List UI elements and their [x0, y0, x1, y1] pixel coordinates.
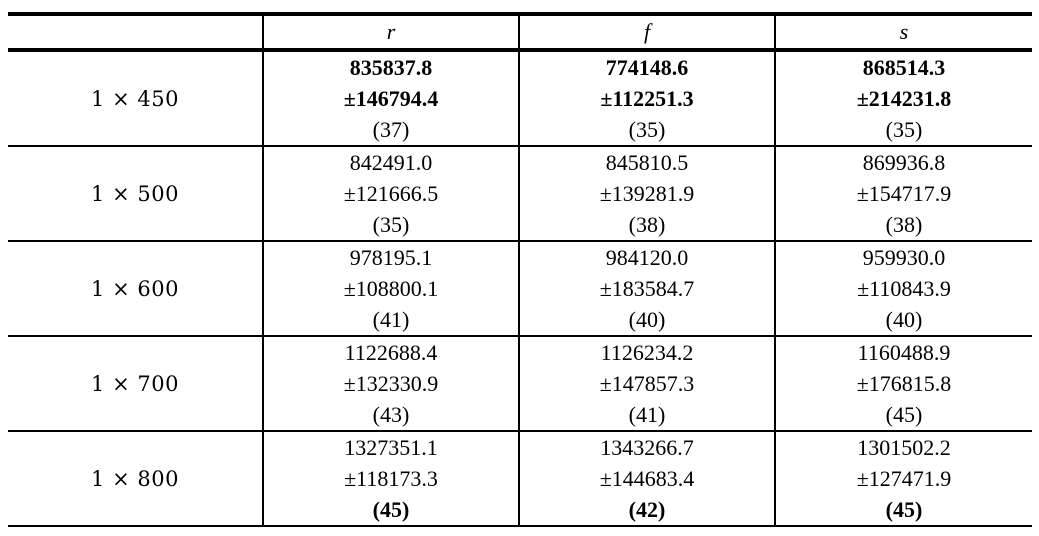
- std-value: ±121666.5: [343, 181, 439, 206]
- table-body: 1 × 450 835837.8 ±146794.4 (37) 774148.6 ±112…: [8, 50, 1032, 527]
- count-value: (40): [885, 307, 923, 332]
- std-value: ±127471.9: [856, 466, 952, 491]
- std-value: ±176815.8: [856, 371, 952, 396]
- count-value: (38): [628, 212, 666, 237]
- row-label: 1 × 500: [8, 146, 263, 242]
- data-cell-s: 959930.0 ±110843.9 (40): [774, 241, 1032, 337]
- std-value: ±118173.3: [344, 466, 438, 491]
- data-cell-s: 869936.8 ±154717.9 (38): [774, 146, 1032, 242]
- mean-value: 959930.0: [862, 245, 946, 270]
- count-value: (45): [885, 402, 923, 427]
- data-cell-f: 1126234.2 ±147857.3 (41): [518, 336, 775, 432]
- cell-content: 774148.6 ±112251.3 (35): [520, 52, 774, 145]
- row-label: 1 × 450: [8, 50, 263, 147]
- header-cell-r: r: [262, 12, 519, 52]
- data-cell-s: 868514.3 ±214231.8 (35): [774, 50, 1032, 147]
- cell-content: 1160488.9 ±176815.8 (45): [776, 337, 1032, 430]
- cell-content: 959930.0 ±110843.9 (40): [776, 242, 1032, 335]
- cell-content: 1343266.7 ±144683.4 (42): [520, 432, 774, 525]
- count-value: (41): [372, 307, 410, 332]
- data-cell-r: 835837.8 ±146794.4 (37): [262, 50, 519, 147]
- data-cell-r: 842491.0 ±121666.5 (35): [262, 146, 519, 242]
- mean-value: 1126234.2: [600, 340, 694, 365]
- header-cell-empty: [8, 12, 263, 52]
- mean-value: 1327351.1: [344, 435, 438, 460]
- std-value: ±110843.9: [857, 276, 951, 301]
- count-value: (35): [628, 117, 666, 142]
- mean-value: 845810.5: [605, 150, 689, 175]
- header-cell-f: f: [518, 12, 775, 52]
- data-cell-s: 1160488.9 ±176815.8 (45): [774, 336, 1032, 432]
- mean-value: 1122688.4: [344, 340, 438, 365]
- table-row: 1 × 700 1122688.4 ±132330.9 (43) 1126234.2 ±1…: [8, 336, 1032, 432]
- row-label: 1 × 600: [8, 241, 263, 337]
- mean-value: 774148.6: [605, 55, 689, 80]
- mean-value: 1343266.7: [600, 435, 694, 460]
- std-value: ±144683.4: [599, 466, 695, 491]
- mean-value: 869936.8: [862, 150, 946, 175]
- std-value: ±108800.1: [343, 276, 439, 301]
- count-value: (35): [885, 117, 923, 142]
- std-value: ±183584.7: [599, 276, 695, 301]
- table-row: 1 × 500 842491.0 ±121666.5 (35) 845810.5 ±139…: [8, 146, 1032, 242]
- count-value: (45): [885, 497, 923, 522]
- mean-value: 868514.3: [862, 55, 946, 80]
- mean-value: 842491.0: [349, 150, 433, 175]
- count-value: (35): [372, 212, 410, 237]
- data-cell-r: 1327351.1 ±118173.3 (45): [262, 431, 519, 527]
- data-cell-r: 1122688.4 ±132330.9 (43): [262, 336, 519, 432]
- cell-content: 984120.0 ±183584.7 (40): [520, 242, 774, 335]
- row-label: 1 × 800: [8, 431, 263, 527]
- std-value: ±147857.3: [599, 371, 695, 396]
- std-value: ±132330.9: [343, 371, 439, 396]
- count-value: (40): [628, 307, 666, 332]
- data-cell-f: 1343266.7 ±144683.4 (42): [518, 431, 775, 527]
- table-row: 1 × 800 1327351.1 ±118173.3 (45) 1343266.7 ±1…: [8, 431, 1032, 527]
- data-cell-f: 845810.5 ±139281.9 (38): [518, 146, 775, 242]
- count-value: (37): [372, 117, 410, 142]
- cell-content: 1126234.2 ±147857.3 (41): [520, 337, 774, 430]
- std-value: ±139281.9: [599, 181, 695, 206]
- std-value: ±112251.3: [600, 86, 694, 111]
- mean-value: 978195.1: [349, 245, 433, 270]
- std-value: ±146794.4: [343, 86, 439, 111]
- cell-content: 842491.0 ±121666.5 (35): [264, 147, 518, 240]
- data-cell-r: 978195.1 ±108800.1 (41): [262, 241, 519, 337]
- mean-value: 835837.8: [349, 55, 433, 80]
- cell-content: 868514.3 ±214231.8 (35): [776, 52, 1032, 145]
- count-value: (38): [885, 212, 923, 237]
- table-row: 1 × 600 978195.1 ±108800.1 (41) 984120.0 ±183…: [8, 241, 1032, 337]
- cell-content: 1301502.2 ±127471.9 (45): [776, 432, 1032, 525]
- cell-content: 1122688.4 ±132330.9 (43): [264, 337, 518, 430]
- mean-value: 1160488.9: [857, 340, 951, 365]
- table-row: 1 × 450 835837.8 ±146794.4 (37) 774148.6 ±112…: [8, 50, 1032, 147]
- count-value: (45): [372, 497, 410, 522]
- count-value: (42): [628, 497, 666, 522]
- mean-value: 984120.0: [605, 245, 689, 270]
- count-value: (41): [628, 402, 666, 427]
- cell-content: 1327351.1 ±118173.3 (45): [264, 432, 518, 525]
- std-value: ±154717.9: [856, 181, 952, 206]
- data-cell-f: 984120.0 ±183584.7 (40): [518, 241, 775, 337]
- cell-content: 835837.8 ±146794.4 (37): [264, 52, 518, 145]
- std-value: ±214231.8: [856, 86, 952, 111]
- row-label: 1 × 700: [8, 336, 263, 432]
- results-table: r f s 1 × 450 835837.8 ±146794.4 (37) 774148…: [8, 12, 1032, 527]
- header-cell-s: s: [774, 12, 1032, 52]
- cell-content: 869936.8 ±154717.9 (38): [776, 147, 1032, 240]
- count-value: (43): [372, 402, 410, 427]
- cell-content: 845810.5 ±139281.9 (38): [520, 147, 774, 240]
- data-cell-s: 1301502.2 ±127471.9 (45): [774, 431, 1032, 527]
- cell-content: 978195.1 ±108800.1 (41): [264, 242, 518, 335]
- mean-value: 1301502.2: [857, 435, 951, 460]
- data-cell-f: 774148.6 ±112251.3 (35): [518, 50, 775, 147]
- header-row: r f s: [8, 12, 1032, 52]
